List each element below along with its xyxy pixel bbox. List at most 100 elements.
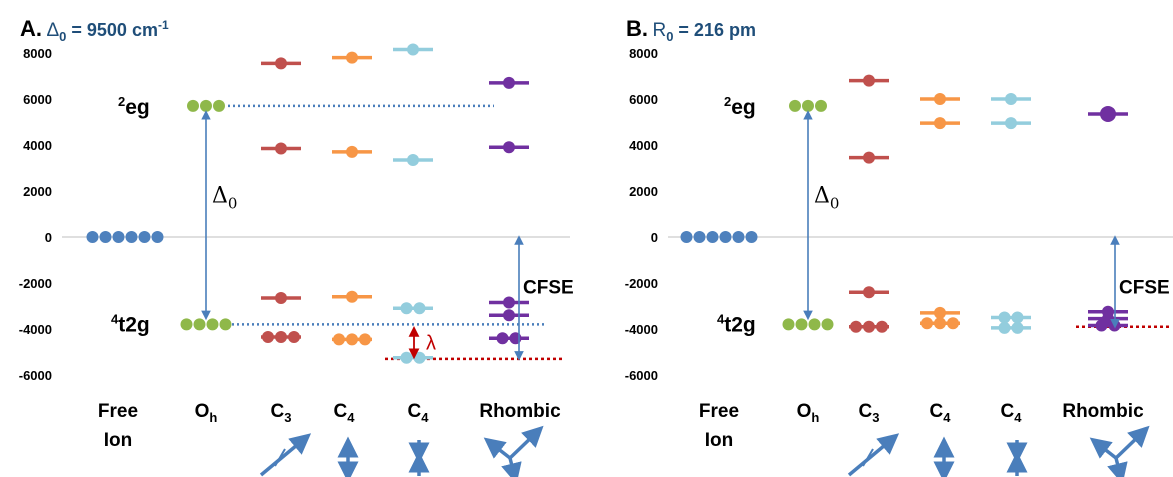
panel-b: B. R0 = 216 pm 8000 6000 4000 2000 0 -2000 -400… — [625, 16, 1173, 477]
electron-dot — [407, 153, 419, 166]
y-tick-label: -6000 — [19, 368, 52, 383]
c3-distortion-icon — [259, 433, 312, 477]
electron-dot — [745, 231, 758, 243]
electron-dot — [821, 318, 834, 331]
rhombic-distortion-icon — [483, 437, 512, 460]
electron-dot — [275, 142, 287, 155]
x-axis-label: C4 — [1001, 401, 1023, 425]
electron-dot — [413, 302, 426, 315]
electron-dot — [850, 320, 862, 333]
electron-dot — [187, 99, 199, 112]
electron-dot — [400, 351, 413, 364]
eg-label: 2eg — [724, 94, 756, 119]
c3-distortion-icon-mark — [274, 448, 286, 467]
y-tick-label: 0 — [45, 230, 52, 245]
electron-dot — [200, 99, 212, 112]
x-axis-label: Rhombic — [1062, 401, 1144, 422]
electron-dot — [1100, 105, 1116, 122]
electron-dot — [863, 320, 875, 333]
y-tick-label: 2000 — [23, 184, 52, 199]
y-tick-label: -2000 — [19, 276, 52, 291]
t2g-label: 4t2g — [111, 311, 150, 336]
electron-dot — [808, 318, 821, 331]
y-tick-label: 8000 — [629, 46, 658, 61]
y-tick-label: 6000 — [629, 92, 658, 107]
electron-dot — [346, 145, 358, 158]
electron-dot — [138, 231, 151, 243]
x-axis-label: Free — [699, 401, 739, 422]
electron-dot — [503, 296, 515, 309]
electron-dot — [863, 74, 875, 87]
electron-dot — [1005, 117, 1017, 130]
c3-distortion-icon — [847, 433, 900, 477]
electron-dot — [1011, 321, 1024, 334]
delta-label: Δ0 — [212, 184, 237, 213]
delta-label: Δ0 — [814, 184, 839, 213]
electron-dot — [503, 309, 515, 322]
electron-dot — [180, 318, 193, 331]
x-axis-label: Free — [98, 401, 138, 422]
x-axis-label-line2: Ion — [705, 430, 734, 451]
x-axis-label: C4 — [408, 401, 430, 425]
electron-dot — [1095, 319, 1108, 332]
electron-dot — [275, 291, 287, 304]
x-axis-label: C4 — [334, 401, 356, 425]
electron-dot — [125, 231, 138, 243]
y-tick-label: -4000 — [625, 322, 658, 337]
panel-a: A. Δ0 = 9500 cm-1 8000 6000 4000 2000 0 -2000 -… — [19, 16, 574, 477]
electron-dot — [503, 76, 515, 89]
electron-dot — [934, 117, 946, 130]
electron-dot — [359, 333, 371, 346]
electron-dot — [288, 331, 300, 344]
electron-dot — [706, 231, 719, 243]
electron-dot — [262, 331, 274, 344]
y-tick-label: 4000 — [23, 138, 52, 153]
x-axis-label: C3 — [271, 401, 292, 425]
y-tick-label: 4000 — [629, 138, 658, 153]
electron-dot — [112, 231, 125, 243]
electron-dot — [219, 318, 232, 331]
electron-dot — [789, 99, 801, 112]
y-tick-label: -6000 — [625, 368, 658, 383]
electron-dot — [1011, 311, 1024, 324]
eg-label: 2eg — [118, 94, 150, 119]
electron-dot — [863, 151, 875, 164]
electron-dot — [496, 332, 509, 345]
electron-dot — [680, 231, 693, 243]
panel-title: B. R0 = 216 pm — [626, 16, 756, 44]
y-tick-label: -2000 — [625, 276, 658, 291]
electron-dot — [206, 318, 219, 331]
electron-dot — [998, 321, 1011, 334]
rhombic-distortion-icon-down — [501, 457, 522, 477]
electron-dot — [876, 320, 888, 333]
rhombic-distortion-icon — [1089, 437, 1118, 460]
electron-dot — [947, 317, 959, 330]
y-tick-label: -4000 — [19, 322, 52, 337]
electron-dot — [782, 318, 795, 331]
electron-dot — [693, 231, 706, 243]
electron-dot — [275, 57, 287, 70]
x-axis-label: Rhombic — [479, 401, 561, 422]
panel-title: A. Δ0 = 9500 cm-1 — [20, 16, 169, 44]
x-axis-label: Oh — [195, 401, 218, 425]
electron-dot — [795, 318, 808, 331]
electron-dot — [998, 311, 1011, 324]
electron-dot — [346, 290, 358, 303]
y-tick-label: 6000 — [23, 92, 52, 107]
cfse-label: CFSE — [523, 278, 574, 299]
cfse-label: CFSE — [1119, 278, 1170, 299]
electron-dot — [99, 231, 112, 243]
y-tick-label: 2000 — [629, 184, 658, 199]
electron-dot — [503, 141, 515, 154]
rhombic-distortion-icon-down — [1107, 457, 1128, 477]
electron-dot — [275, 331, 287, 344]
electron-dot — [346, 51, 358, 64]
electron-dot — [921, 317, 933, 330]
c3-distortion-icon-mark — [862, 448, 874, 467]
electron-dot — [934, 93, 946, 105]
t2g-label: 4t2g — [717, 311, 756, 336]
electron-dot — [719, 231, 732, 243]
electron-dot — [193, 318, 206, 331]
electron-dot — [802, 99, 814, 112]
